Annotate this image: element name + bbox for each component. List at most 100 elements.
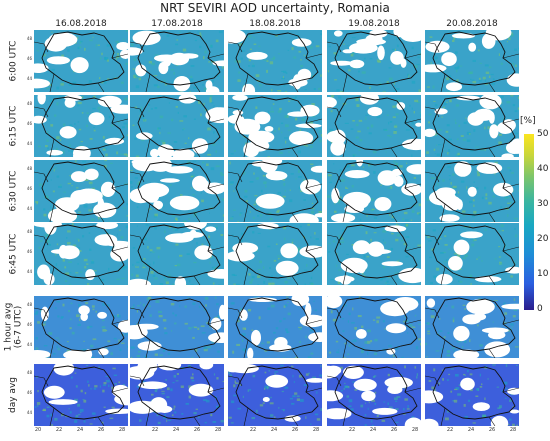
aod-pixel <box>104 164 107 168</box>
aod-pixel <box>367 340 371 344</box>
aod-map <box>228 364 322 426</box>
aod-pixel <box>237 60 241 63</box>
cloud-mask <box>434 108 448 115</box>
aod-pixel <box>305 416 307 419</box>
aod-pixel <box>369 86 371 89</box>
aod-pixel <box>183 115 187 118</box>
cloud-mask <box>349 59 365 69</box>
aod-pixel <box>477 49 480 52</box>
cloud-mask <box>357 262 366 274</box>
aod-pixel <box>464 415 468 419</box>
aod-pixel <box>99 385 101 388</box>
aod-pixel <box>454 119 456 122</box>
aod-pixel <box>403 320 406 323</box>
cloud-mask <box>248 130 275 144</box>
aod-pixel <box>56 301 60 303</box>
aod-pixel <box>463 404 466 407</box>
aod-pixel <box>273 416 276 418</box>
neighbor-border <box>327 307 421 358</box>
aod-pixel <box>481 260 483 262</box>
aod-pixel <box>206 163 209 166</box>
aod-pixel <box>466 131 471 135</box>
lat-tick-label: 48 <box>26 302 32 307</box>
aod-pixel <box>370 124 374 128</box>
aod-pixel <box>136 261 140 264</box>
aod-pixel <box>216 303 219 306</box>
aod-pixel <box>354 389 358 391</box>
map-panel <box>327 95 421 157</box>
cloud-mask <box>497 121 514 134</box>
aod-pixel <box>396 233 400 237</box>
aod-pixel <box>368 401 370 404</box>
aod-pixel <box>179 120 184 122</box>
aod-pixel <box>355 123 359 127</box>
aod-pixel <box>238 71 241 74</box>
cloud-mask <box>493 182 514 197</box>
aod-pixel <box>283 317 286 320</box>
map-panel <box>327 30 421 92</box>
aod-pixel <box>92 270 97 272</box>
aod-pixel <box>374 402 376 405</box>
country-border <box>334 161 418 216</box>
aod-pixel <box>389 214 391 216</box>
aod-pixel <box>281 131 283 134</box>
aod-pixel <box>175 219 178 222</box>
aod-pixel <box>321 176 322 178</box>
aod-pixel <box>266 341 270 344</box>
aod-pixel <box>329 128 333 131</box>
aod-pixel <box>153 84 158 87</box>
aod-pixel <box>447 379 449 381</box>
aod-pixel <box>259 260 262 264</box>
cloud-mask <box>153 200 163 210</box>
row-header-4: 6:45 UTC <box>0 223 26 285</box>
aod-pixel <box>403 413 406 415</box>
aod-pixel <box>473 204 475 207</box>
aod-pixel <box>162 142 166 145</box>
aod-pixel <box>457 254 461 257</box>
aod-pixel <box>58 185 62 188</box>
cloud-mask <box>110 104 128 114</box>
aod-pixel <box>366 126 370 130</box>
aod-pixel <box>233 394 237 397</box>
aod-pixel <box>101 421 104 424</box>
aod-pixel <box>267 110 270 114</box>
cloud-mask <box>194 245 213 260</box>
aod-pixel <box>222 220 224 222</box>
aod-pixel <box>287 301 289 303</box>
aod-pixel <box>303 199 306 201</box>
aod-pixel <box>286 296 289 298</box>
aod-pixel <box>229 183 233 185</box>
aod-pixel <box>251 417 255 420</box>
aod-pixel <box>263 280 266 284</box>
aod-pixel <box>459 65 463 67</box>
aod-pixel <box>271 106 273 110</box>
aod-pixel <box>329 181 332 184</box>
aod-pixel <box>499 263 503 265</box>
aod-pixel <box>492 78 495 81</box>
aod-pixel <box>142 263 145 267</box>
aod-pixel <box>463 214 466 217</box>
aod-pixel <box>102 384 107 386</box>
aod-pixel <box>328 242 331 245</box>
aod-pixel <box>426 86 430 88</box>
aod-pixel <box>446 410 449 413</box>
aod-pixel <box>299 328 302 330</box>
aod-pixel <box>115 58 117 61</box>
aod-pixel <box>252 231 255 234</box>
aod-pixel <box>377 60 381 63</box>
country-border <box>432 224 516 279</box>
aod-map <box>228 95 322 157</box>
aod-pixel <box>491 82 496 86</box>
aod-pixel <box>76 314 80 318</box>
aod-pixel <box>58 339 60 342</box>
aod-pixel <box>197 416 200 419</box>
neighbor-border <box>34 375 128 426</box>
aod-pixel <box>498 141 502 145</box>
aod-pixel <box>348 69 351 72</box>
aod-pixel <box>403 211 408 215</box>
aod-pixel <box>159 115 164 119</box>
aod-pixel <box>346 224 348 227</box>
cloud-mask <box>265 171 288 181</box>
aod-pixel <box>429 36 433 38</box>
aod-pixel <box>149 314 152 317</box>
